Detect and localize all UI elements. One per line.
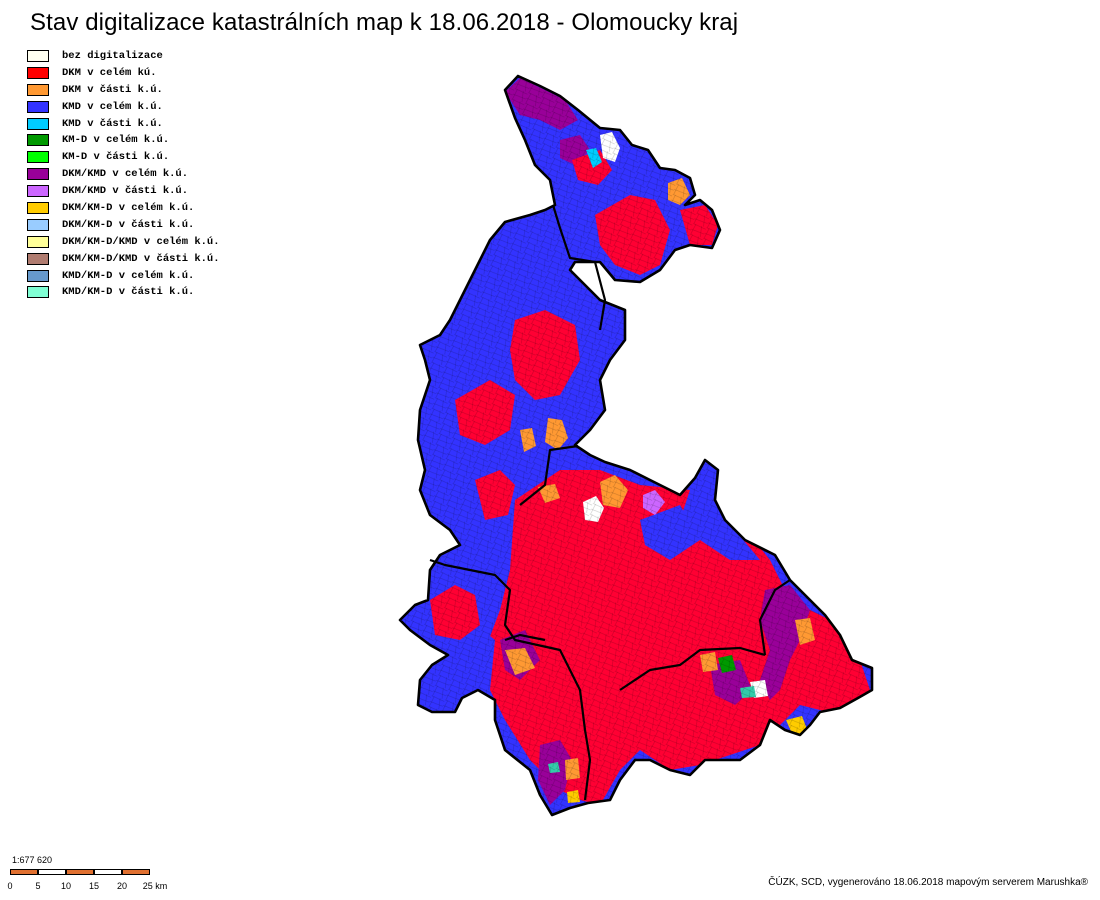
legend-swatch [27,134,49,147]
legend-label: DKM/KM-D v celém k.ú. [62,202,195,215]
legend-swatch [27,252,49,265]
legend-label: KM-D v části k.ú. [62,151,170,164]
legend-label: KM-D v celém k.ú. [62,134,170,147]
legend-swatch [27,269,49,282]
credit-text: ČÚZK, SCD, vygenerováno 18.06.2018 mapov… [768,877,1088,888]
legend-label: KMD/KM-D v celém k.ú. [62,269,195,282]
legend-swatch [27,117,49,130]
scale-tick: 15 [88,881,100,891]
legend-label: DKM/KM-D/KMD v části k.ú. [62,252,220,265]
legend-label: DKM v celém kú. [62,66,157,79]
legend-swatch [27,151,49,164]
legend-label: DKM v části k.ú. [62,83,163,96]
scale-tick: 20 [116,881,128,891]
scale-segment [66,869,94,875]
scale-segment [10,869,38,875]
district-boundaries [429,204,791,801]
legend-swatch [27,185,49,198]
legend-swatch [27,235,49,248]
coverage-zones [400,76,872,815]
legend-swatch [27,168,49,181]
legend-swatch [27,66,49,79]
legend-swatch [27,202,49,215]
legend-swatch [27,218,49,231]
legend-swatch [27,50,49,62]
parcel-texture [400,76,872,815]
legend-label: KMD v části k.ú. [62,117,163,130]
legend-label: KMD v celém k.ú. [62,100,163,113]
scale-bar [10,869,150,875]
legend-swatch [27,83,49,96]
legend-label: DKM/KM-D/KMD v celém k.ú. [62,235,220,248]
legend-label: DKM/KMD v části k.ú. [62,185,189,198]
legend-swatch [27,100,49,113]
legend-label: DKM/KMD v celém k.ú. [62,168,189,181]
legend-label: DKM/KM-D v části k.ú. [62,218,195,231]
legend-label: bez digitalizace [62,50,163,62]
scale-tick: 10 [60,881,72,891]
legend-swatch [27,286,49,299]
scale-segment [122,869,150,875]
legend-label: KMD/KM-D v části k.ú. [62,286,195,299]
scale-ratio: 1:677 620 [12,855,53,865]
map-title: Stav digitalizace katastrálních map k 18… [30,9,739,36]
scale-tick: 0 [7,881,13,891]
scale-tick: 5 [35,881,41,891]
scale-segment [94,869,122,875]
region-outline [398,74,874,817]
scale-tick: 25 km [142,881,168,891]
scale-segment [38,869,66,875]
